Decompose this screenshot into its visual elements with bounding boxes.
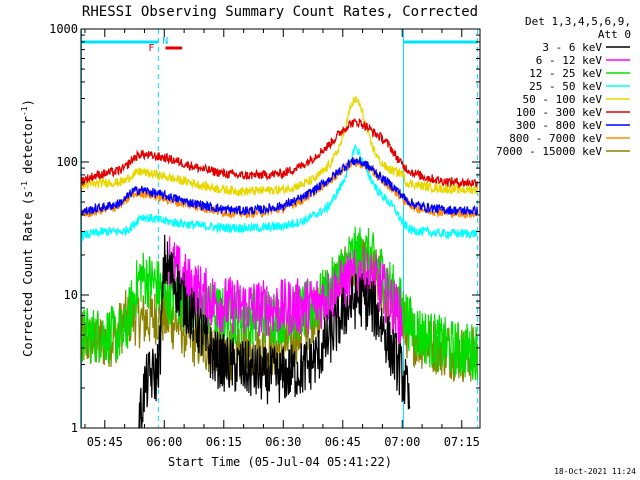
legend-entry-label-1: 6 - 12 keV — [536, 54, 603, 67]
series-line-7 — [80, 156, 478, 220]
y-label-part-1: Corrected Count Rate (s — [21, 191, 35, 357]
legend-header-line-2: Att 0 — [598, 28, 631, 41]
y-tick-label-0: 1 — [71, 421, 78, 435]
x-tick-label-0: 05:45 — [87, 435, 123, 449]
legend-header-line-1: Det 1,3,4,5,6,9, — [525, 15, 631, 28]
series-line-2 — [80, 226, 479, 381]
series-line-6 — [80, 156, 479, 216]
series-line-3 — [80, 144, 479, 242]
series-line-0 — [138, 234, 411, 429]
legend-entry-label-7: 800 - 7000 keV — [509, 132, 602, 145]
chart-title: RHESSI Observing Summary Count Rates, Co… — [82, 4, 478, 20]
flag-label-n: N — [162, 36, 168, 47]
x-tick-label-1: 06:00 — [146, 435, 182, 449]
series-lines — [80, 96, 479, 429]
y-label-part-2: detector — [21, 116, 35, 181]
x-tick-label-3: 06:30 — [265, 435, 301, 449]
y-tick-label-1: 10 — [64, 288, 78, 302]
plot-frame — [80, 28, 481, 429]
y-axis: 1 10 100 1000 — [49, 22, 480, 435]
legend-entry-label-6: 300 - 800 keV — [516, 119, 602, 132]
y-tick-label-3: 1000 — [49, 22, 78, 36]
y-axis-label: Corrected Count Rate (s-1 detector-1) — [20, 99, 35, 357]
x-tick-label-4: 06:45 — [325, 435, 361, 449]
y-label-sup-2: -1 — [20, 106, 29, 116]
y-label-part-3: ) — [21, 99, 35, 106]
x-axis-label: Start Time (05-Jul-04 05:41:22) — [168, 455, 392, 469]
flag-label-f: F — [148, 43, 154, 54]
legend-entry-label-0: 3 - 6 keV — [542, 41, 602, 54]
x-tick-label-2: 06:15 — [206, 435, 242, 449]
y-label-sup-1: -1 — [20, 181, 29, 191]
legend-entry-label-4: 50 - 100 keV — [523, 93, 603, 106]
legend-entry-label-8: 7000 - 15000 keV — [496, 145, 602, 158]
y-tick-label-2: 100 — [56, 155, 78, 169]
series-line-4 — [80, 96, 479, 198]
x-tick-label-6: 07:15 — [444, 435, 480, 449]
x-tick-label-5: 07:00 — [384, 435, 420, 449]
series-line-5 — [80, 118, 479, 189]
legend-entry-label-2: 12 - 25 keV — [529, 67, 602, 80]
flag-markers: FN — [148, 36, 183, 54]
footer-timestamp: 18-Oct-2021 11:24 — [554, 467, 636, 476]
legend-entry-label-5: 100 - 300 keV — [516, 106, 602, 119]
x-axis: 05:45 06:00 06:15 06:30 06:45 07:00 07:15 — [84, 29, 480, 449]
legend-entry-label-3: 25 - 50 keV — [529, 80, 602, 93]
